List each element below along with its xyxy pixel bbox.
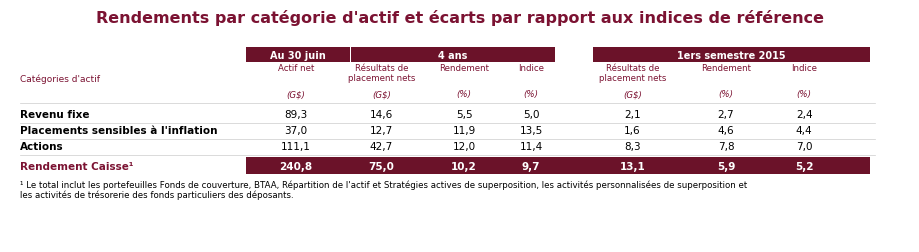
Text: 11,4: 11,4 [519,141,543,151]
Text: (G$): (G$) [372,90,391,99]
Text: 4,6: 4,6 [718,125,734,136]
Text: (G$): (G$) [623,90,641,99]
Text: 8,3: 8,3 [624,141,641,151]
Text: 1,6: 1,6 [624,125,641,136]
Text: Actions: Actions [20,141,63,151]
Text: 37,0: 37,0 [284,125,308,136]
Text: 11,9: 11,9 [452,125,476,136]
Text: 5,2: 5,2 [795,161,813,171]
Text: 1ers semestre 2015: 1ers semestre 2015 [677,50,786,60]
Text: 42,7: 42,7 [369,141,393,151]
Text: Indice: Indice [791,64,817,73]
Text: 4 ans: 4 ans [438,50,468,60]
Text: Rendements par catégorie d'actif et écarts par rapport aux indices de référence: Rendements par catégorie d'actif et écar… [96,10,823,26]
Text: 4,4: 4,4 [796,125,812,136]
Bar [351,48,555,63]
Bar [593,48,870,63]
Text: 7,8: 7,8 [718,141,734,151]
Text: 75,0: 75,0 [369,161,394,171]
Text: 12,0: 12,0 [452,141,476,151]
Text: 13,5: 13,5 [519,125,543,136]
Text: 5,0: 5,0 [523,110,539,119]
Text: (%): (%) [797,90,811,99]
Text: ¹ Le total inclut les portefeuilles Fonds de couverture, BTAA, Répartition de l': ¹ Le total inclut les portefeuilles Fond… [20,179,747,189]
Text: Indice: Indice [518,64,544,73]
Bar [246,48,350,63]
Text: (%): (%) [457,90,471,99]
Bar [246,158,870,174]
Text: Résultats de
placement nets: Résultats de placement nets [347,64,415,83]
Text: 240,8: 240,8 [279,161,312,171]
Text: 5,5: 5,5 [456,110,472,119]
Text: 13,1: 13,1 [619,161,645,171]
Text: 9,7: 9,7 [522,161,540,171]
Text: Au 30 juin: Au 30 juin [270,50,325,60]
Text: 7,0: 7,0 [796,141,812,151]
Text: 14,6: 14,6 [369,110,393,119]
Text: 12,7: 12,7 [369,125,393,136]
Text: Résultats de
placement nets: Résultats de placement nets [598,64,666,83]
Text: 10,2: 10,2 [451,161,477,171]
Text: Catégories d'actif: Catégories d'actif [20,74,100,83]
Text: 5,9: 5,9 [717,161,735,171]
Text: Rendement: Rendement [439,64,489,73]
Text: Revenu fixe: Revenu fixe [20,110,90,119]
Text: 2,1: 2,1 [624,110,641,119]
Text: Actif net: Actif net [278,64,314,73]
Text: 2,7: 2,7 [718,110,734,119]
Text: (%): (%) [524,90,539,99]
Text: 2,4: 2,4 [796,110,812,119]
Text: les activités de trésorerie des fonds particuliers des déposants.: les activités de trésorerie des fonds pa… [20,189,294,199]
Text: Placements sensibles à l'inflation: Placements sensibles à l'inflation [20,125,218,136]
Text: Rendement Caisse¹: Rendement Caisse¹ [20,161,133,171]
Text: (G$): (G$) [287,90,305,99]
Text: (%): (%) [719,90,733,99]
Text: Rendement: Rendement [701,64,751,73]
Text: 111,1: 111,1 [281,141,311,151]
Text: 89,3: 89,3 [284,110,308,119]
